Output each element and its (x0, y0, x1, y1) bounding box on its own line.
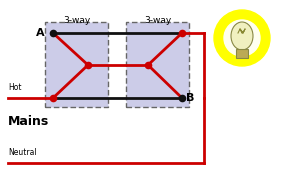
Ellipse shape (231, 22, 253, 50)
FancyBboxPatch shape (236, 49, 248, 58)
Text: A: A (36, 28, 45, 38)
Text: 3-way: 3-way (63, 16, 90, 25)
Circle shape (224, 20, 260, 56)
Text: Hot: Hot (8, 83, 21, 92)
FancyBboxPatch shape (45, 22, 108, 107)
Text: B: B (186, 93, 194, 103)
Circle shape (214, 10, 270, 66)
Text: Neutral: Neutral (8, 148, 37, 157)
FancyBboxPatch shape (126, 22, 189, 107)
Text: Mains: Mains (8, 115, 49, 128)
Text: 3-way: 3-way (144, 16, 171, 25)
